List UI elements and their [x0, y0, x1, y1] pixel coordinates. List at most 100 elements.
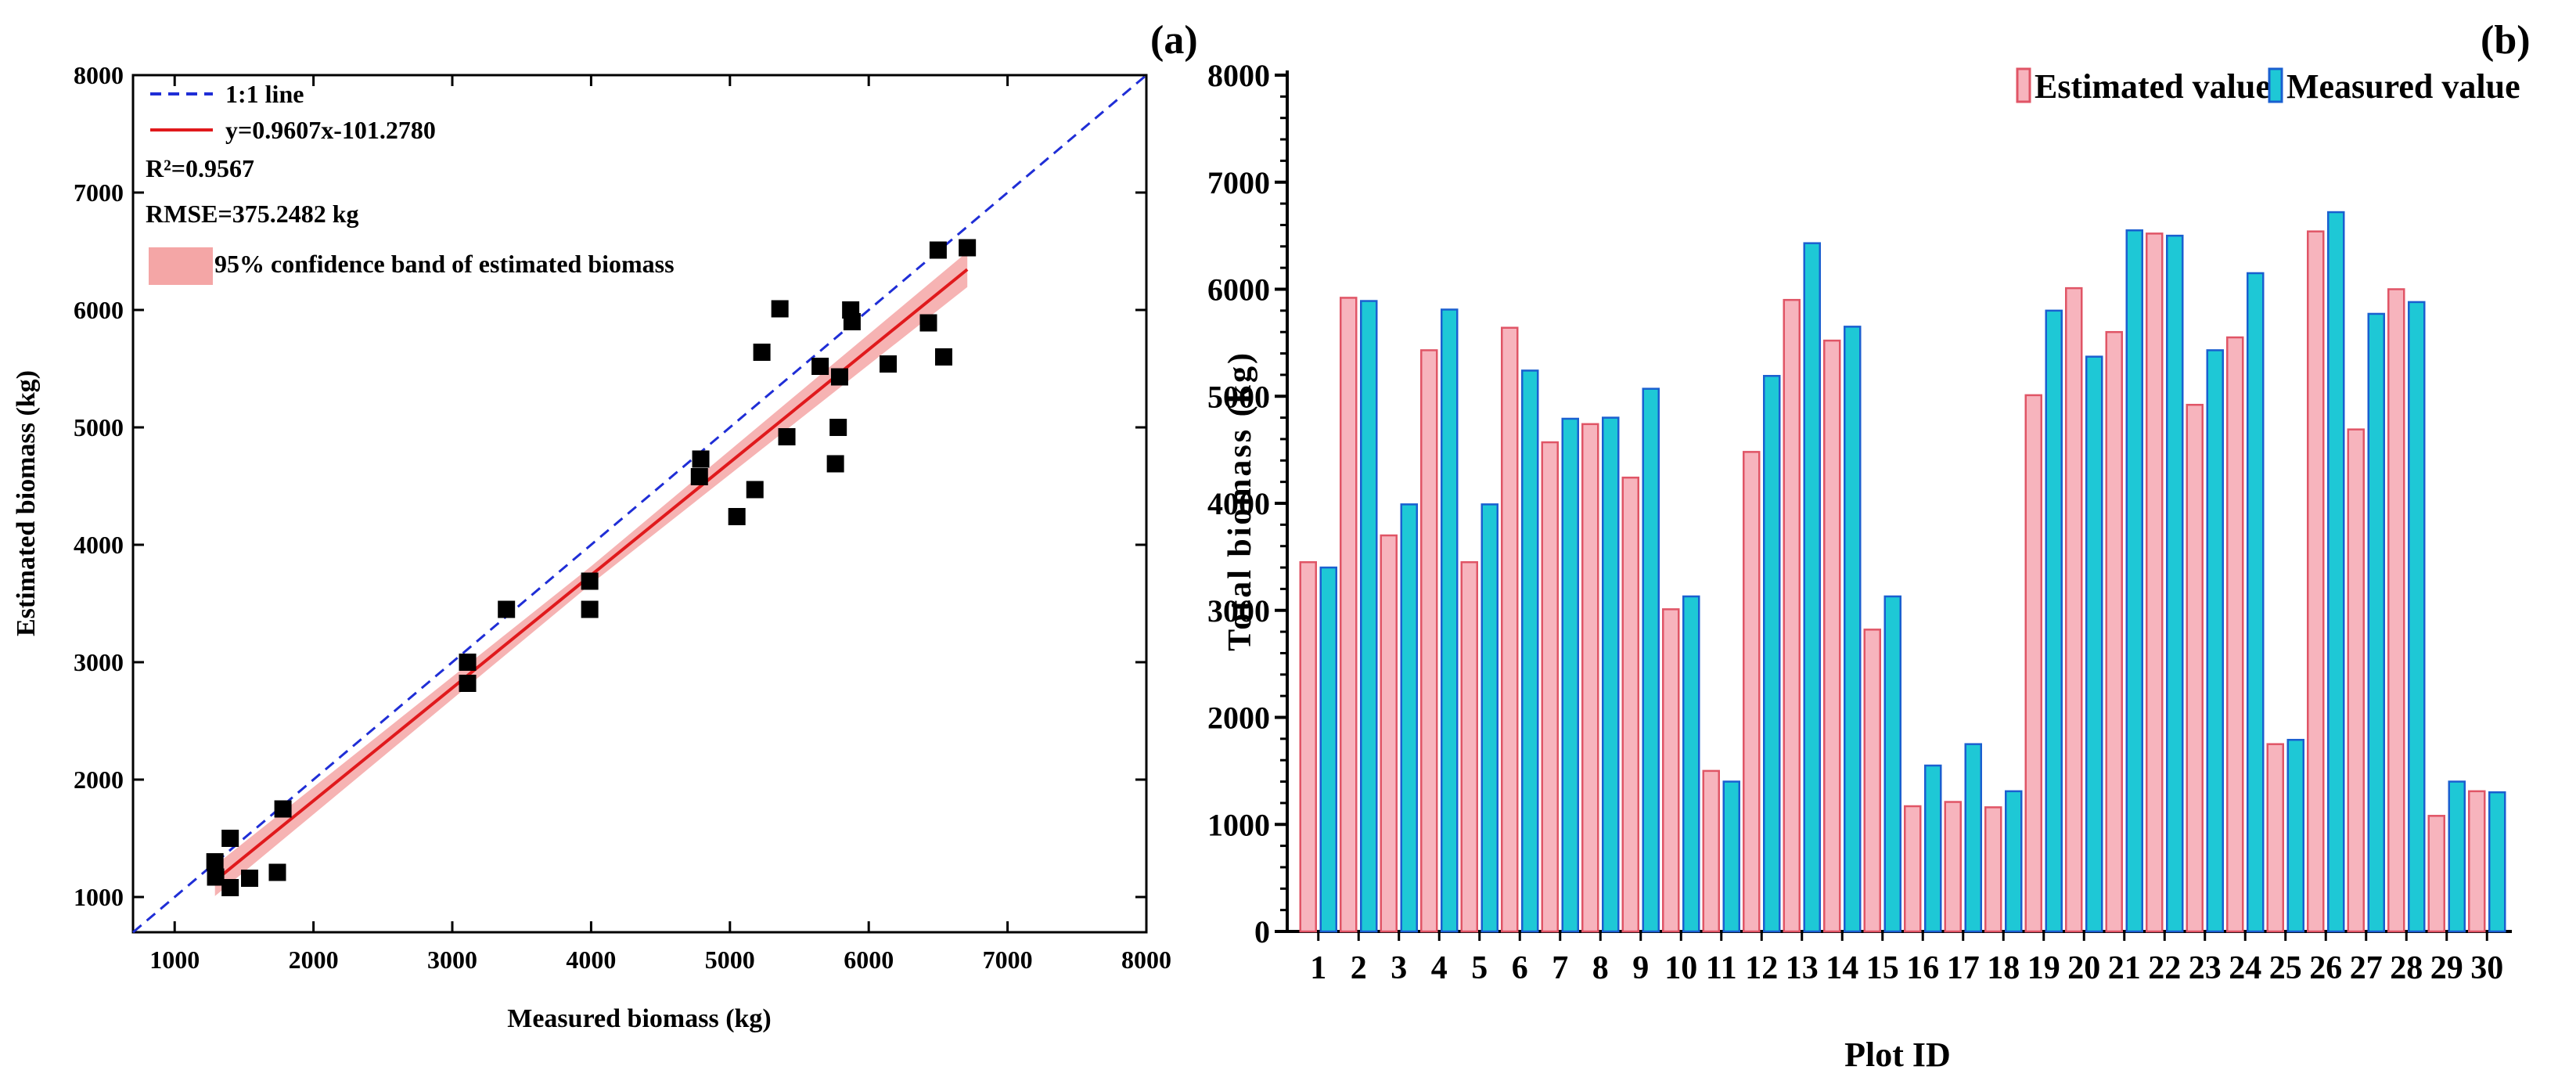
scatter-point-3 — [221, 830, 239, 847]
measured-bar-2 — [1360, 300, 1378, 933]
x-tick-label: 2000 — [289, 946, 339, 974]
estimated-bar-29 — [2427, 815, 2445, 933]
estimated-bar-11 — [1702, 769, 1720, 933]
panel-b-label: (b) — [2481, 18, 2531, 63]
x-tick-label: 15 — [1866, 950, 1899, 986]
x-tick-label: 4000 — [566, 946, 616, 974]
panel-a-label: (a) — [1150, 18, 1198, 63]
measured-bar-7 — [1561, 417, 1579, 933]
x-tick-label: 18 — [1987, 950, 2020, 986]
x-tick-label: 5000 — [705, 946, 755, 974]
estimated-bar-23 — [2186, 403, 2204, 933]
measured-bar-26 — [2327, 211, 2345, 933]
estimated-bar-4 — [1420, 349, 1438, 933]
x-tick-label: 5 — [1471, 950, 1488, 986]
measured-bar-30 — [2488, 791, 2506, 933]
scatter-point-17 — [753, 344, 771, 361]
x-tick-label: 28 — [2390, 950, 2423, 986]
panel-b-y-axis-label: Total biomass (kg) — [1222, 351, 1258, 651]
y-tick-label: 7000 — [1207, 165, 1270, 200]
y-tick-label: 5000 — [1207, 379, 1270, 414]
x-tick-label: 22 — [2148, 950, 2181, 986]
bar-layer — [1299, 211, 2506, 933]
estimated-bar-30 — [2468, 790, 2486, 933]
legend-rmse-label: RMSE=375.2482 kg — [146, 200, 358, 228]
x-tick-label: 19 — [2027, 950, 2060, 986]
measured-bar-27 — [2367, 312, 2385, 933]
measured-bar-16 — [1924, 764, 1942, 933]
scatter-point-22 — [829, 419, 847, 436]
x-tick-label: 8 — [1592, 950, 1609, 986]
measured-bar-29 — [2448, 780, 2466, 933]
scatter-point-1 — [206, 853, 224, 870]
measured-bar-28 — [2408, 301, 2426, 933]
panel-a-legend: 1:1 line y=0.9607x-101.2780 R²=0.9567 RM… — [146, 80, 675, 285]
y-tick-label: 6000 — [1207, 272, 1270, 308]
measured-bar-25 — [2286, 738, 2304, 933]
scatter-point-30 — [959, 239, 977, 257]
estimated-bar-25 — [2266, 743, 2284, 933]
scatter-point-9 — [459, 675, 477, 692]
x-tick-label: 23 — [2189, 950, 2222, 986]
measured-bar-23 — [2206, 349, 2224, 933]
estimated-bar-1 — [1299, 560, 1317, 933]
measured-bar-12 — [1763, 375, 1781, 933]
scatter-point-26 — [880, 355, 898, 373]
panel-b-legend: Estimated value Measured value — [2016, 67, 2520, 106]
y-tick-label: 8000 — [74, 61, 124, 89]
estimated-bar-19 — [2024, 394, 2042, 933]
scatter-point-6 — [268, 863, 286, 881]
x-tick-label: 13 — [1786, 950, 1819, 986]
scatter-point-23 — [830, 368, 848, 386]
measured-bar-11 — [1722, 780, 1740, 933]
y-tick-label: 8000 — [1207, 58, 1270, 93]
estimated-bar-24 — [2226, 336, 2244, 933]
y-tick-label: 2000 — [74, 766, 124, 794]
scatter-point-14 — [690, 468, 708, 485]
y-tick-label: 3000 — [1207, 593, 1270, 629]
estimated-bar-14 — [1823, 339, 1841, 933]
estimated-bar-3 — [1380, 534, 1398, 933]
measured-bar-15 — [1883, 595, 1901, 933]
y-tick-label: 2000 — [1207, 701, 1270, 736]
measured-bar-19 — [2045, 309, 2063, 933]
scatter-point-11 — [581, 572, 599, 590]
one-to-one-line — [132, 74, 1147, 934]
estimated-bar-27 — [2347, 428, 2365, 933]
estimated-bar-22 — [2146, 232, 2164, 933]
x-tick-label: 21 — [2108, 950, 2141, 986]
panel-b-x-axis-label: Plot ID — [1844, 1036, 1951, 1074]
measured-bar-4 — [1441, 308, 1459, 933]
scatter-point-5 — [241, 870, 259, 887]
x-tick-label: 2 — [1351, 950, 1367, 986]
y-tick-label: 3000 — [74, 648, 124, 676]
legend-estimated-swatch — [2016, 67, 2031, 103]
measured-bar-20 — [2085, 355, 2103, 933]
x-tick-label: 29 — [2430, 950, 2463, 986]
y-tick-label: 5000 — [74, 413, 124, 441]
estimated-bar-13 — [1783, 298, 1801, 933]
x-tick-label: 25 — [2269, 950, 2302, 986]
estimated-bar-5 — [1460, 560, 1478, 933]
x-tick-label: 3 — [1391, 950, 1407, 986]
panel-a-x-axis-label: Measured biomass (kg) — [507, 1004, 772, 1033]
scatter-point-19 — [778, 428, 796, 445]
y-tick-label: 4000 — [1207, 486, 1270, 521]
x-tick-label: 4 — [1431, 950, 1448, 986]
x-tick-label: 24 — [2229, 950, 2261, 986]
scatter-point-29 — [935, 348, 952, 366]
measured-bar-22 — [2166, 234, 2184, 933]
x-tick-label: 7000 — [983, 946, 1033, 974]
scatter-point-28 — [929, 241, 947, 259]
legend-one-to-one-label: 1:1 line — [225, 80, 304, 108]
scatter-point-7 — [274, 800, 292, 818]
measured-bar-5 — [1480, 503, 1498, 933]
legend-fit-label: y=0.9607x-101.2780 — [225, 116, 436, 144]
estimated-bar-6 — [1501, 326, 1519, 933]
measured-bar-9 — [1642, 387, 1660, 933]
y-tick-label: 7000 — [74, 178, 124, 207]
x-tick-label: 26 — [2309, 950, 2342, 986]
